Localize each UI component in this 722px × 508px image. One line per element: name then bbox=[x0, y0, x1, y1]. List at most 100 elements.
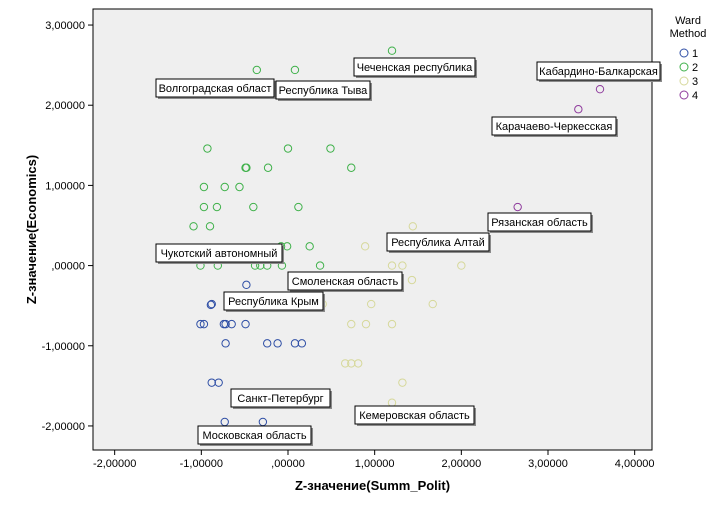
data-point-cluster-1 bbox=[221, 339, 230, 348]
data-point-cluster-1 bbox=[263, 339, 272, 348]
annotation-label: Санкт-Петербург bbox=[230, 388, 332, 409]
data-point-cluster-4 bbox=[574, 105, 583, 114]
annotation-box bbox=[287, 271, 403, 291]
data-point-cluster-3 bbox=[360, 242, 370, 251]
data-point-cluster-1 bbox=[214, 378, 223, 387]
annotation-box bbox=[275, 80, 371, 100]
y-tick-label: 3,00000 bbox=[45, 20, 85, 32]
x-tick-label: ,00000 bbox=[271, 458, 305, 470]
annotation-box bbox=[386, 232, 490, 252]
data-point-cluster-2 bbox=[290, 65, 300, 75]
legend-marker-2 bbox=[679, 62, 689, 72]
data-point-cluster-1 bbox=[297, 339, 307, 348]
data-point-cluster-3 bbox=[387, 319, 397, 329]
data-point-cluster-2 bbox=[205, 222, 215, 231]
annotation-text: Карачаево-Черкесская bbox=[496, 121, 613, 133]
annotation-box bbox=[230, 388, 331, 408]
data-point-cluster-2 bbox=[242, 163, 251, 172]
data-point-cluster-2 bbox=[199, 182, 209, 192]
annotation-text: Республика Крым bbox=[228, 296, 319, 308]
annotation-label: Чукотский автономный bbox=[155, 243, 284, 264]
data-point-cluster-2 bbox=[203, 144, 212, 153]
annotation-box bbox=[197, 425, 312, 445]
x-tick-label: 1,00000 bbox=[355, 458, 395, 470]
data-point-cluster-2 bbox=[220, 182, 229, 192]
annotation-label: Карачаево-Черкесская bbox=[491, 116, 618, 137]
annotation-box bbox=[155, 78, 275, 98]
annotation-text: Волгоградская област bbox=[159, 83, 272, 95]
x-tick-label: -1,00000 bbox=[180, 458, 223, 470]
legend-marker-1 bbox=[679, 48, 689, 58]
annotation-label: Республика Тыва bbox=[275, 80, 372, 101]
legend-label-3: 3 bbox=[692, 76, 698, 88]
data-point-cluster-2 bbox=[347, 163, 356, 172]
data-point-cluster-2 bbox=[305, 242, 314, 251]
data-point-cluster-3 bbox=[398, 378, 407, 387]
annotation-label: Республика Алтай bbox=[386, 232, 491, 253]
annotation-box bbox=[354, 405, 475, 425]
legend-title-line-1: Ward bbox=[675, 15, 701, 27]
data-point-cluster-3 bbox=[367, 299, 376, 309]
axes: -2,00000 -1,00000 ,00000 1,00000 2,00000 3,00… bbox=[42, 20, 655, 470]
data-point-cluster-3 bbox=[347, 319, 356, 329]
data-point-cluster-1 bbox=[199, 319, 209, 329]
legend-label-1: 1 bbox=[692, 48, 698, 60]
annotation-text: Республика Алтай bbox=[391, 237, 485, 249]
data-point-cluster-2 bbox=[326, 144, 335, 153]
annotation-text: Кабардино-Балкарская bbox=[539, 66, 658, 78]
data-point-cluster-1 bbox=[221, 319, 230, 329]
data-point-cluster-3 bbox=[428, 299, 437, 309]
annotation-label: Кабардино-Балкарская bbox=[536, 61, 662, 82]
data-point-cluster-3 bbox=[354, 359, 363, 368]
annotation-box bbox=[487, 212, 592, 232]
annotation-text: Московская область bbox=[202, 430, 306, 442]
y-tick-label: -2,00000 bbox=[42, 421, 85, 433]
annotation-label: Республика Крым bbox=[223, 291, 325, 312]
data-point-cluster-2 bbox=[235, 182, 244, 192]
data-point-cluster-3 bbox=[361, 319, 371, 329]
legend-label-4: 4 bbox=[692, 90, 698, 102]
y-tick-label: 1,00000 bbox=[45, 180, 85, 192]
data-point-cluster-1 bbox=[196, 319, 205, 329]
annotation-text: Рязанская область bbox=[491, 217, 588, 229]
data-point-cluster-1 bbox=[273, 339, 282, 348]
data-point-cluster-3 bbox=[387, 261, 397, 270]
data-point-cluster-1 bbox=[242, 280, 251, 290]
data-point-cluster-2 bbox=[387, 46, 397, 55]
data-point-cluster-1 bbox=[206, 300, 216, 310]
data-point-cluster-2 bbox=[212, 202, 222, 212]
data-point-cluster-2 bbox=[294, 202, 303, 212]
annotation-text: Республика Тыва bbox=[279, 85, 369, 97]
annotation-box bbox=[223, 291, 324, 311]
legend-label-2: 2 bbox=[692, 62, 698, 74]
data-point-cluster-3 bbox=[457, 261, 466, 270]
x-tick-label: -2,00000 bbox=[93, 458, 136, 470]
x-tick-label: 2,00000 bbox=[441, 458, 481, 470]
annotation-text: Санкт-Петербург bbox=[237, 393, 323, 405]
data-point-cluster-2 bbox=[189, 222, 198, 231]
point-annotations: Чеченская республика Волгоградская област… bbox=[155, 57, 662, 446]
data-point-cluster-3 bbox=[398, 261, 407, 270]
y-tick-label: ,00000 bbox=[51, 261, 85, 273]
annotation-label: Волгоградская област bbox=[155, 78, 276, 99]
data-point-cluster-4 bbox=[513, 202, 522, 212]
annotation-text: Чеченская республика bbox=[357, 62, 473, 74]
annotation-text: Смоленская область bbox=[292, 276, 399, 288]
annotation-label: Чеченская республика bbox=[353, 57, 477, 78]
data-point-cluster-4 bbox=[595, 84, 605, 94]
data-point-cluster-3 bbox=[407, 275, 417, 285]
data-point-cluster-2 bbox=[252, 65, 261, 75]
annotation-box bbox=[536, 61, 661, 81]
data-point-cluster-2 bbox=[315, 261, 325, 270]
y-tick-label: -1,00000 bbox=[42, 341, 85, 353]
legend-marker-4 bbox=[679, 90, 689, 100]
annotation-box bbox=[491, 116, 617, 136]
annotation-label: Московская область bbox=[197, 425, 313, 446]
data-point-cluster-1 bbox=[227, 319, 236, 329]
annotation-box bbox=[155, 243, 283, 263]
annotation-label: Смоленская область bbox=[287, 271, 404, 292]
legend: Ward Method 1 2 3 4 bbox=[670, 15, 707, 102]
data-point-cluster-2 bbox=[283, 144, 293, 153]
annotation-text: Чукотский автономный bbox=[161, 248, 278, 260]
